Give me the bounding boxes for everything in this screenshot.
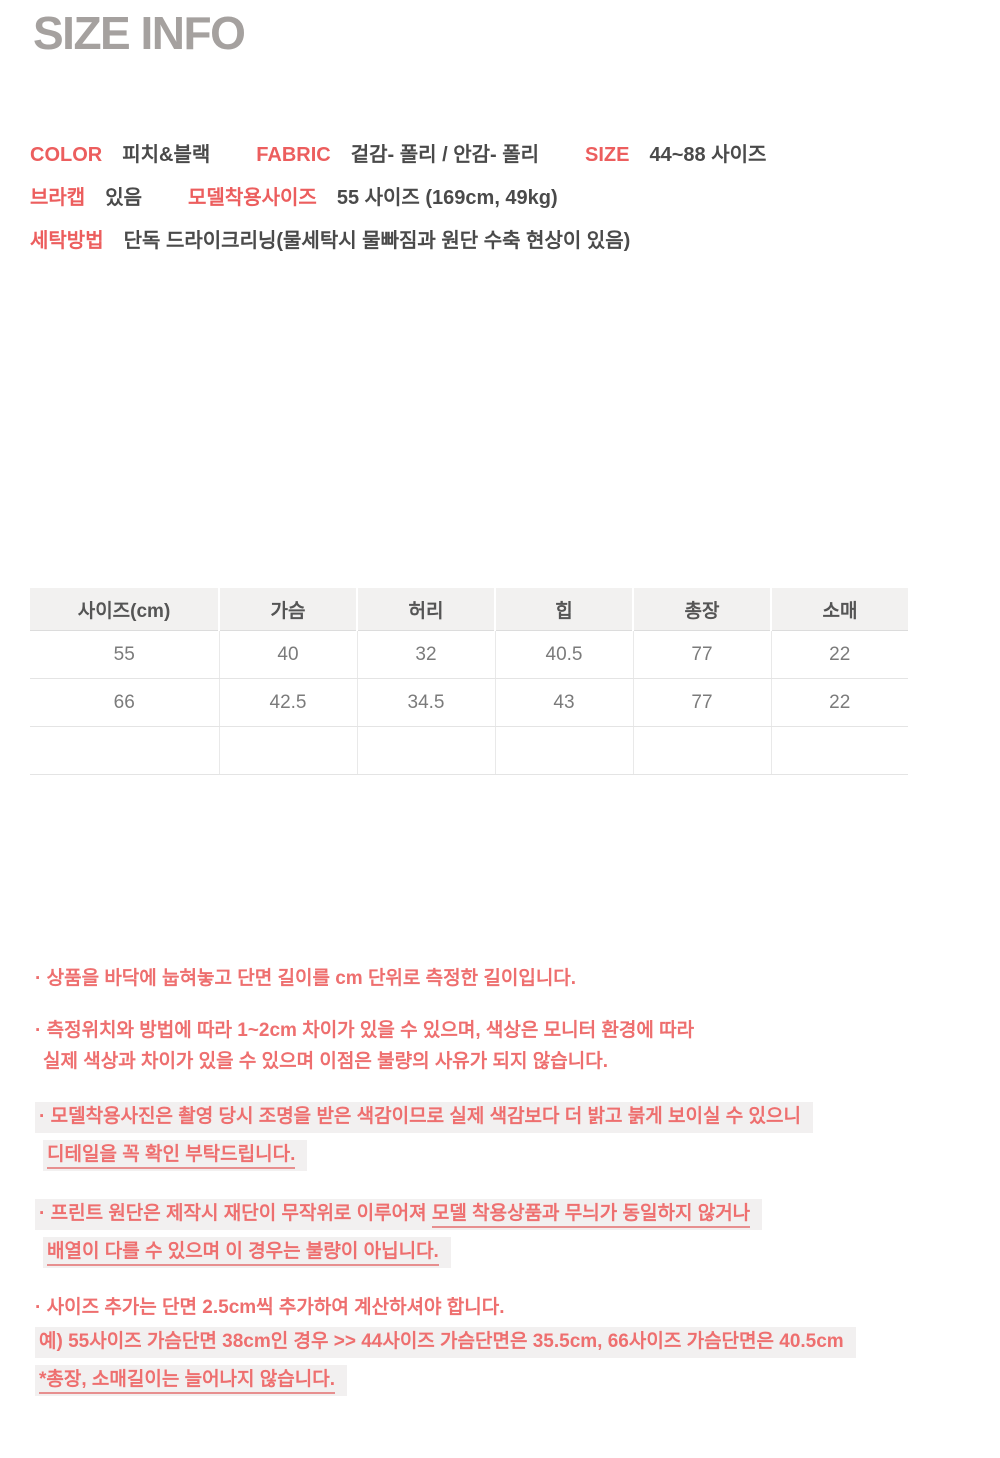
note-segment: · 사이즈 추가는 단면 2.5cm씩 추가하여 계산하셔야 합니다.	[35, 1297, 505, 1318]
size-table-cell: 40	[219, 630, 358, 679]
note: · 측정위치와 방법에 따라 1~2cm 차이가 있을 수 있으며, 색상은 모…	[35, 1019, 970, 1074]
detail-label: COLOR	[30, 144, 103, 166]
note-segment: · 프린트 원단은 제작시 재단이 무작위로 이루어져	[39, 1203, 432, 1224]
size-table-cell: 55	[30, 630, 220, 679]
note-segment: · 모델착용사진은 촬영 당시 조명을 받은 색감이므로 실제 색감보다 더 밝…	[39, 1106, 801, 1127]
note-highlight: 디테일을 꼭 확인 부탁드립니다.	[43, 1140, 308, 1171]
note-line: · 측정위치와 방법에 따라 1~2cm 차이가 있을 수 있으며, 색상은 모…	[35, 1019, 970, 1043]
note-highlight: 예) 55사이즈 가슴단면 38cm인 경우 >> 44사이즈 가슴단면은 35…	[35, 1327, 856, 1358]
detail-line: 세탁방법 단독 드라이크리닝(물세탁시 물빠짐과 원단 수축 현상이 있음)	[30, 228, 970, 254]
detail-label: 브라캡	[30, 187, 86, 209]
note: · 상품을 바닥에 눕혀놓고 단면 길이를 cm 단위로 측정한 길이입니다.	[35, 967, 970, 991]
size-table-row: 66 42.5 34.5 43 77 22	[30, 678, 908, 727]
note-line: · 프린트 원단은 제작시 재단이 무작위로 이루어져 모델 착용상품과 무늬가…	[35, 1199, 970, 1230]
detail-label: FABRIC	[256, 144, 331, 166]
size-table-header-cell: 가슴	[219, 588, 358, 631]
detail-value: 겉감- 폴리 / 안감- 폴리	[350, 144, 540, 166]
note-segment: · 상품을 바닥에 눕혀놓고 단면 길이를 cm 단위로 측정한 길이입니다.	[35, 968, 577, 989]
note: · 모델착용사진은 촬영 당시 조명을 받은 색감이므로 실제 색감보다 더 밝…	[35, 1102, 970, 1171]
note-segment: 모델 착용상품과 무늬가 동일하지 않거나	[431, 1203, 751, 1228]
note-line: · 사이즈 추가는 단면 2.5cm씩 추가하여 계산하셔야 합니다.	[35, 1296, 970, 1320]
size-table-cell: 66	[30, 678, 220, 727]
size-table-head: 사이즈(cm) 가슴 허리 힙 총장 소매	[30, 588, 908, 631]
size-table-cell	[357, 726, 496, 775]
note-highlight: · 모델착용사진은 촬영 당시 조명을 받은 색감이므로 실제 색감보다 더 밝…	[35, 1102, 813, 1133]
size-table-row	[30, 726, 908, 775]
note-line: 예) 55사이즈 가슴단면 38cm인 경우 >> 44사이즈 가슴단면은 35…	[35, 1327, 970, 1358]
detail-line: 브라캡 있음 모델착용사이즈 55 사이즈 (169cm, 49kg)	[30, 185, 970, 211]
size-table-cell	[633, 726, 772, 775]
size-table-row: 55 40 32 40.5 77 22	[30, 630, 908, 679]
note-line: *총장, 소매길이는 늘어나지 않습니다.	[35, 1365, 970, 1396]
note-highlight: *총장, 소매길이는 늘어나지 않습니다.	[35, 1365, 347, 1396]
note-line: 실제 색상과 차이가 있을 수 있으며 이점은 불량의 사유가 되지 않습니다.	[35, 1050, 970, 1074]
size-table-header-row: 사이즈(cm) 가슴 허리 힙 총장 소매	[30, 588, 908, 631]
detail-line: COLOR 피치&블랙 FABRIC 겉감- 폴리 / 안감- 폴리 SIZE 44~88…	[30, 142, 970, 168]
size-table-header-cell: 허리	[357, 588, 496, 631]
size-info-page: SIZE INFO COLOR 피치&블랙 FABRIC 겉감- 폴리 / 안감- 폴…	[30, 7, 970, 1396]
note-segment: · 측정위치와 방법에 따라 1~2cm 차이가 있을 수 있으며, 색상은 모…	[35, 1020, 695, 1041]
note-segment: 예) 55사이즈 가슴단면 38cm인 경우 >> 44사이즈 가슴단면은 35…	[39, 1331, 844, 1352]
notes: · 상품을 바닥에 눕혀놓고 단면 길이를 cm 단위로 측정한 길이입니다. ·…	[35, 967, 970, 1396]
size-table-cell: 22	[771, 678, 908, 727]
size-table-cell: 40.5	[495, 630, 634, 679]
size-table: 사이즈(cm) 가슴 허리 힙 총장 소매 55 40 32 40.5 77 22 66 42.5 34.…	[30, 588, 908, 775]
note-segment: 실제 색상과 차이가 있을 수 있으며 이점은 불량의 사유가 되지 않습니다.	[43, 1051, 608, 1072]
note-highlight: · 프린트 원단은 제작시 재단이 무작위로 이루어져 모델 착용상품과 무늬가…	[35, 1199, 763, 1230]
size-table-cell	[495, 726, 634, 775]
size-table-cell: 42.5	[219, 678, 358, 727]
size-table-cell: 34.5	[357, 678, 496, 727]
detail-value: 55 사이즈 (169cm, 49kg)	[336, 187, 558, 209]
product-details: COLOR 피치&블랙 FABRIC 겉감- 폴리 / 안감- 폴리 SIZE 44~88…	[30, 142, 970, 254]
note-line: · 모델착용사진은 촬영 당시 조명을 받은 색감이므로 실제 색감보다 더 밝…	[35, 1102, 970, 1133]
page-title: SIZE INFO	[33, 7, 246, 59]
note-line: 디테일을 꼭 확인 부탁드립니다.	[35, 1140, 970, 1171]
size-table-cell: 22	[771, 630, 908, 679]
note-segment: 디테일을 꼭 확인 부탁드립니다.	[47, 1144, 296, 1169]
note-line: · 상품을 바닥에 눕혀놓고 단면 길이를 cm 단위로 측정한 길이입니다.	[35, 967, 970, 991]
detail-value: 44~88 사이즈	[649, 144, 767, 166]
detail-label: SIZE	[585, 144, 630, 166]
size-table-cell: 32	[357, 630, 496, 679]
note: · 프린트 원단은 제작시 재단이 무작위로 이루어져 모델 착용상품과 무늬가…	[35, 1199, 970, 1268]
size-table-cell	[219, 726, 358, 775]
size-table-cell	[30, 726, 220, 775]
size-table-header-cell: 사이즈(cm)	[30, 588, 220, 631]
size-table-cell: 77	[633, 630, 772, 679]
size-table-body: 55 40 32 40.5 77 22 66 42.5 34.5 43 77 22	[30, 630, 908, 775]
size-table-header-cell: 힙	[495, 588, 634, 631]
size-table-header-cell: 총장	[633, 588, 772, 631]
note-highlight: 배열이 다를 수 있으며 이 경우는 불량이 아닙니다.	[43, 1237, 451, 1268]
size-table-cell: 43	[495, 678, 634, 727]
detail-value: 있음	[105, 187, 143, 209]
size-table-cell: 77	[633, 678, 772, 727]
note-segment: *총장, 소매길이는 늘어나지 않습니다.	[39, 1369, 335, 1394]
detail-label: 모델착용사이즈	[188, 187, 317, 209]
detail-label: 세탁방법	[30, 230, 104, 252]
note-segment: 배열이 다를 수 있으며 이 경우는 불량이 아닙니다.	[47, 1241, 439, 1266]
detail-value: 단독 드라이크리닝(물세탁시 물빠짐과 원단 수축 현상이 있음)	[123, 230, 631, 252]
size-table-cell	[771, 726, 908, 775]
note-line: 배열이 다를 수 있으며 이 경우는 불량이 아닙니다.	[35, 1237, 970, 1268]
size-table-header-cell: 소매	[771, 588, 908, 631]
note: · 사이즈 추가는 단면 2.5cm씩 추가하여 계산하셔야 합니다. 예) 55…	[35, 1296, 970, 1396]
detail-value: 피치&블랙	[122, 144, 211, 166]
